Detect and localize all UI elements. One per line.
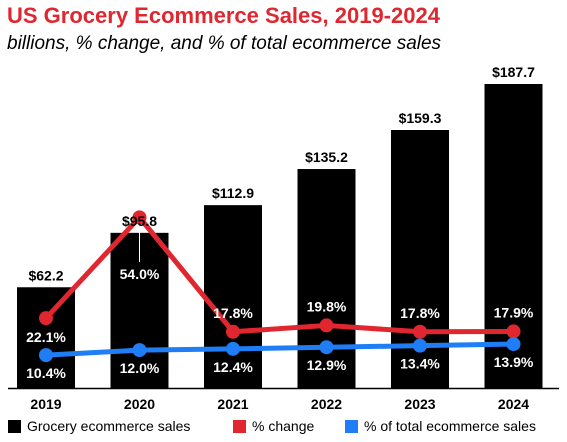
legend-label-sales: Grocery ecommerce sales: [27, 418, 191, 434]
pct-change-label-2023: 17.8%: [400, 305, 440, 321]
chart-subtitle: billions, % change, and % of total ecomm…: [7, 33, 442, 54]
pct-change-label-2021: 17.8%: [213, 305, 253, 321]
legend-swatch-share: [345, 419, 358, 433]
bar-label-2022: $135.2: [305, 149, 348, 165]
bar-label-2021: $112.9: [212, 185, 254, 201]
bar-label-2023: $159.3: [399, 110, 442, 126]
pct-share-point-2024: [506, 337, 521, 352]
legend-item-share: % of total ecommerce sales: [345, 418, 536, 434]
bar-2019: [17, 287, 75, 388]
pct-share-line: [43, 341, 516, 358]
pct-change-label-2020: 54.0%: [120, 266, 160, 282]
x-tick-2023: 2023: [404, 396, 435, 412]
pct-change-label-2024: 17.9%: [494, 304, 534, 320]
pct-change-point-2019: [39, 311, 53, 326]
bar-2021: [204, 205, 262, 388]
chart-title: US Grocery Ecommerce Sales, 2019-2024: [7, 3, 440, 28]
legend-label-share: % of total ecommerce sales: [364, 418, 536, 434]
x-tick-2019: 2019: [30, 396, 61, 412]
x-tick-2021: 2021: [217, 396, 248, 412]
bar-2022: [297, 169, 356, 388]
legend-swatch-change: [233, 419, 246, 433]
pct-share-label-2022: 12.9%: [307, 357, 347, 373]
legend-item-sales: Grocery ecommerce sales: [8, 418, 190, 434]
legend-swatch-sales: [8, 419, 21, 433]
pct-change-point-2022: [319, 318, 334, 333]
bar-label-2020: $95.8: [122, 213, 157, 229]
pct-share-label-2020: 12.0%: [120, 360, 160, 376]
pct-change-point-2021: [226, 324, 240, 339]
pct-change-point-2023: [413, 324, 427, 339]
legend-label-change: % change: [252, 418, 315, 434]
pct-change-point-2020: [132, 210, 147, 225]
pct-share-point-2020: [132, 343, 147, 358]
x-tick-2020: 2020: [124, 396, 155, 412]
pct-change-label-2022: 19.8%: [307, 298, 347, 314]
x-tick-2022: 2022: [311, 396, 342, 412]
pct-change-point-2024: [506, 324, 521, 339]
chart-legend: Grocery ecommerce sales % change % of to…: [0, 418, 567, 440]
bar-label-2024: $187.7: [492, 64, 535, 80]
pct-share-label-2021: 12.4%: [213, 359, 253, 375]
pct-share-label-2023: 13.4%: [400, 356, 440, 372]
pct-share-point-2023: [413, 338, 427, 353]
pct-share-point-2021: [226, 341, 240, 356]
x-tick-2024: 2024: [498, 396, 529, 412]
pct-change-line: [43, 214, 516, 335]
pct-share-label-2024: 13.9%: [494, 354, 534, 370]
pct-share-label-2019: 10.4%: [26, 365, 66, 381]
pct-share-point-2022: [319, 340, 334, 355]
bar-label-2019: $62.2: [28, 267, 63, 283]
pct-share-point-2019: [39, 348, 53, 363]
pct-change-label-2019: 22.1%: [26, 329, 66, 345]
legend-item-change: % change: [233, 418, 314, 434]
